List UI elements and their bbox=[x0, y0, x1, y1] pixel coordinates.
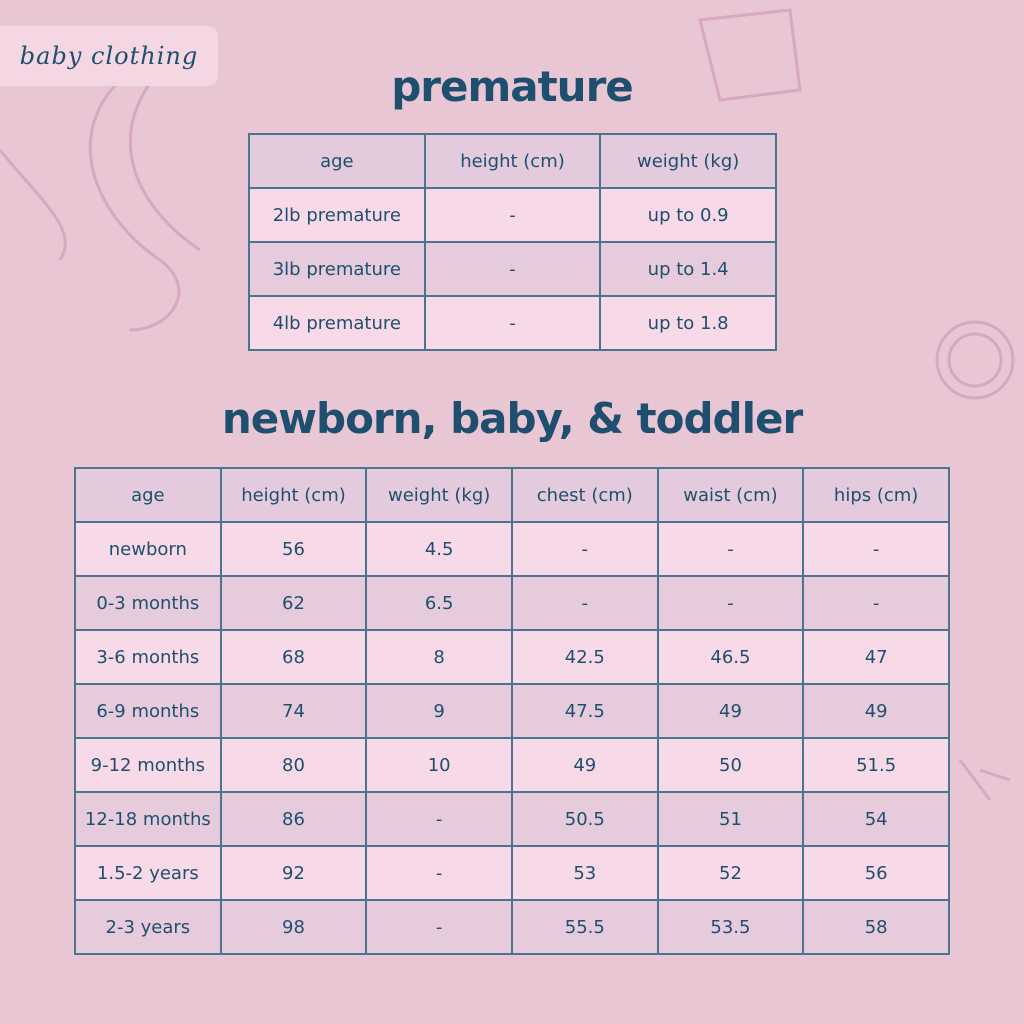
header-row: age height (cm) weight (kg) bbox=[248, 133, 777, 189]
table-cell: 10 bbox=[365, 737, 513, 793]
newborn-baby-toddler-size-table: age height (cm) weight (kg) chest (cm) waist… bbox=[74, 467, 950, 955]
table-cell: - bbox=[423, 295, 602, 351]
table-cell: 98 bbox=[219, 899, 368, 955]
table-cell: 49 bbox=[656, 683, 805, 739]
table-row: 3lb premature - up to 1.4 bbox=[248, 241, 777, 297]
table-cell: 58 bbox=[802, 899, 950, 955]
table-cell: 54 bbox=[802, 791, 950, 847]
premature-size-table: age height (cm) weight (kg) 2lb premature - u… bbox=[248, 133, 777, 351]
table-row: 2-3 years 98-55.5 53.5 58 bbox=[74, 899, 950, 955]
table-cell: 56 bbox=[219, 521, 368, 577]
column-header: weight (kg) bbox=[365, 467, 513, 523]
table-cell: - bbox=[423, 187, 602, 243]
header-row: age height (cm) weight (kg) chest (cm) waist… bbox=[74, 467, 950, 523]
table-cell: 6.5 bbox=[365, 575, 513, 631]
table-cell: - bbox=[802, 521, 950, 577]
table-cell: 50.5 bbox=[510, 791, 659, 847]
column-header: chest (cm) bbox=[510, 467, 659, 523]
table-cell: 4lb premature bbox=[248, 295, 426, 351]
table-cell: 86 bbox=[219, 791, 368, 847]
table-cell: 51.5 bbox=[802, 737, 950, 793]
table-row: 1.5-2 years 92-53 52 56 bbox=[74, 845, 950, 901]
table-cell: - bbox=[656, 575, 805, 631]
column-header: hips (cm) bbox=[802, 467, 950, 523]
table-cell: 49 bbox=[510, 737, 659, 793]
table-row: 2lb premature - up to 0.9 bbox=[248, 187, 777, 243]
table-cell: 42.5 bbox=[510, 629, 659, 685]
table-cell: 3-6 months bbox=[74, 629, 222, 685]
column-header: age bbox=[248, 133, 426, 189]
table-cell: - bbox=[802, 575, 950, 631]
table-cell: 12-18 months bbox=[74, 791, 222, 847]
column-header: age bbox=[74, 467, 222, 523]
table-cell: 53 bbox=[510, 845, 659, 901]
table-cell: newborn bbox=[74, 521, 222, 577]
column-header: height (cm) bbox=[423, 133, 602, 189]
table-cell: - bbox=[365, 791, 513, 847]
table-cell: - bbox=[656, 521, 805, 577]
table-cell: 4.5 bbox=[365, 521, 513, 577]
table-cell: 6-9 months bbox=[74, 683, 222, 739]
newborn-title: newborn, baby, & toddler bbox=[221, 394, 803, 443]
table-cell: 80 bbox=[219, 737, 368, 793]
table-cell: 52 bbox=[656, 845, 805, 901]
table-row: 4lb premature - up to 1.8 bbox=[248, 295, 777, 351]
table-cell: 0-3 months bbox=[74, 575, 222, 631]
table-cell: 8 bbox=[365, 629, 513, 685]
table-row: 9-12 months 80 10 49 50 51.5 bbox=[74, 737, 950, 793]
table-row: 6-9 months 74 9 47.5 49 49 bbox=[74, 683, 950, 739]
table-cell: 56 bbox=[802, 845, 950, 901]
table-row: 12-18 months 86-50.5 51 54 bbox=[74, 791, 950, 847]
table-cell: 3lb premature bbox=[248, 241, 426, 297]
table-cell: 2-3 years bbox=[74, 899, 222, 955]
premature-title: premature bbox=[391, 62, 634, 111]
table-cell: up to 0.9 bbox=[599, 187, 777, 243]
table-cell: 2lb premature bbox=[248, 187, 426, 243]
table-cell: 50 bbox=[656, 737, 805, 793]
table-cell: 68 bbox=[219, 629, 368, 685]
column-header: height (cm) bbox=[219, 467, 368, 523]
table-cell: 46.5 bbox=[656, 629, 805, 685]
table-cell: 1.5-2 years bbox=[74, 845, 222, 901]
table-cell: 62 bbox=[219, 575, 368, 631]
table-cell: - bbox=[423, 241, 602, 297]
table-cell: 47 bbox=[802, 629, 950, 685]
column-header: weight (kg) bbox=[599, 133, 777, 189]
table-row: newborn 56 4.5- - - bbox=[74, 521, 950, 577]
table-cell: 47.5 bbox=[510, 683, 659, 739]
table-row: 0-3 months 62 6.5- - - bbox=[74, 575, 950, 631]
table-cell: up to 1.4 bbox=[599, 241, 777, 297]
table-cell: 53.5 bbox=[656, 899, 805, 955]
table-row: 3-6 months 68 8 42.5 46.5 47 bbox=[74, 629, 950, 685]
table-cell: - bbox=[510, 575, 659, 631]
table-cell: 92 bbox=[219, 845, 368, 901]
category-tag: baby clothing bbox=[0, 26, 218, 86]
table-cell: 55.5 bbox=[510, 899, 659, 955]
table-cell: - bbox=[510, 521, 659, 577]
table-cell: 49 bbox=[802, 683, 950, 739]
table-cell: up to 1.8 bbox=[599, 295, 777, 351]
table-cell: 51 bbox=[656, 791, 805, 847]
table-cell: - bbox=[365, 899, 513, 955]
table-cell: 9-12 months bbox=[74, 737, 222, 793]
table-cell: 9 bbox=[365, 683, 513, 739]
column-header: waist (cm) bbox=[656, 467, 805, 523]
table-cell: 74 bbox=[219, 683, 368, 739]
table-cell: - bbox=[365, 845, 513, 901]
